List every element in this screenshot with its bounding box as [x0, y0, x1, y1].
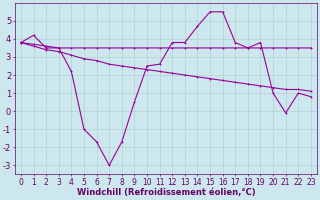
X-axis label: Windchill (Refroidissement éolien,°C): Windchill (Refroidissement éolien,°C): [76, 188, 255, 197]
